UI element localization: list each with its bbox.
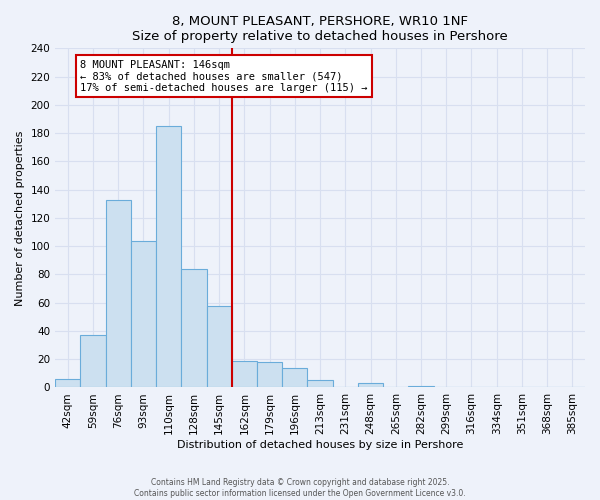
Bar: [156, 126, 181, 388]
Y-axis label: Number of detached properties: Number of detached properties: [15, 130, 25, 306]
X-axis label: Distribution of detached houses by size in Pershore: Distribution of detached houses by size …: [177, 440, 463, 450]
Bar: [232, 360, 257, 388]
Bar: [80, 335, 106, 388]
Bar: [257, 362, 282, 388]
Bar: [106, 200, 131, 388]
Title: 8, MOUNT PLEASANT, PERSHORE, WR10 1NF
Size of property relative to detached hous: 8, MOUNT PLEASANT, PERSHORE, WR10 1NF Si…: [132, 15, 508, 43]
Bar: [307, 380, 332, 388]
Bar: [131, 240, 156, 388]
Text: Contains HM Land Registry data © Crown copyright and database right 2025.
Contai: Contains HM Land Registry data © Crown c…: [134, 478, 466, 498]
Bar: [358, 383, 383, 388]
Bar: [282, 368, 307, 388]
Bar: [409, 386, 434, 388]
Text: 8 MOUNT PLEASANT: 146sqm
← 83% of detached houses are smaller (547)
17% of semi-: 8 MOUNT PLEASANT: 146sqm ← 83% of detach…: [80, 60, 368, 93]
Bar: [206, 306, 232, 388]
Bar: [181, 269, 206, 388]
Bar: [55, 379, 80, 388]
